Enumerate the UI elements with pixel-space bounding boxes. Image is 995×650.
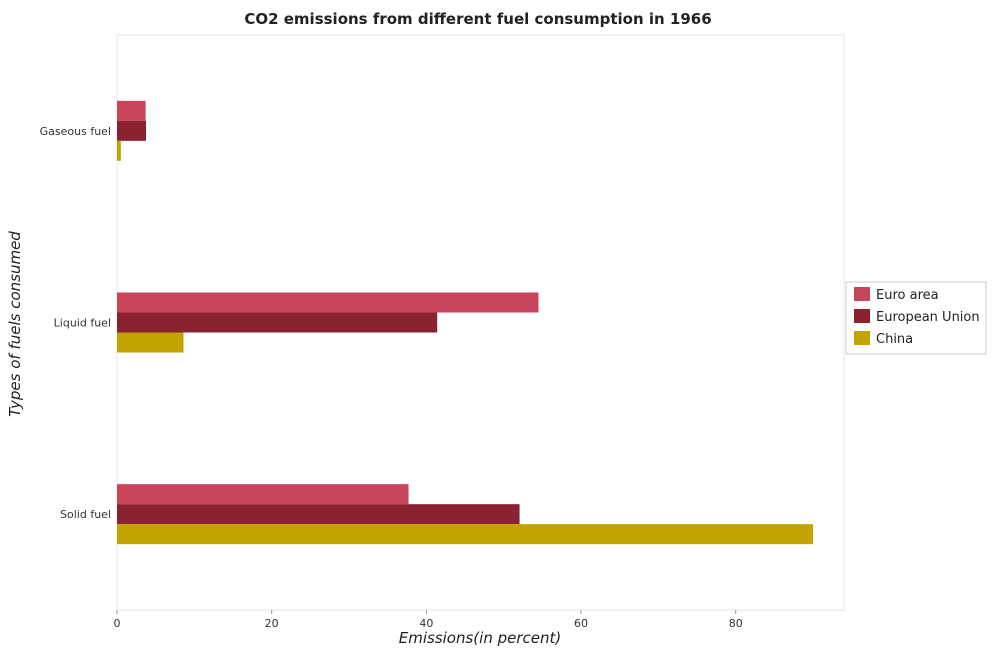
bar-gaseous-fuel-euro-area [117,100,146,121]
bar-gaseous-fuel-china [117,140,121,161]
bar-liquid-fuel-china [117,332,184,353]
x-tick-label: 0 [114,617,121,630]
y-tick-labels: Gaseous fuel Liquid fuel Solid fuel [40,125,111,521]
bar-liquid-fuel-european-union [117,312,438,333]
legend-swatch [854,287,870,301]
bar-solid-fuel-euro-area [117,484,409,505]
legend-label: Euro area [876,288,939,303]
legend-swatch [854,309,870,323]
x-tick-label: 80 [729,617,743,630]
x-tick-label: 40 [419,617,433,630]
bars-layer [117,100,814,545]
bar-gaseous-fuel-european-union [117,120,147,141]
bar-solid-fuel-european-union [117,504,520,525]
legend-label: European Union [876,310,980,325]
legend: Euro area European Union China [845,281,987,355]
y-axis-label: Types of fuels consumed [6,231,24,417]
legend-swatch [854,331,870,345]
chart-title: CO2 emissions from different fuel consum… [244,10,711,28]
x-tick-label: 20 [265,617,279,630]
bar-liquid-fuel-euro-area [117,292,539,313]
x-tick-label: 60 [574,617,588,630]
x-tick-labels: 0 20 40 60 80 [114,610,743,630]
x-axis-label: Emissions(in percent) [399,629,561,647]
legend-label: China [876,332,913,347]
bar-solid-fuel-china [117,524,814,545]
y-tick-label: Gaseous fuel [40,125,111,138]
y-tick-label: Liquid fuel [54,317,111,330]
y-tick-label: Solid fuel [60,508,111,521]
